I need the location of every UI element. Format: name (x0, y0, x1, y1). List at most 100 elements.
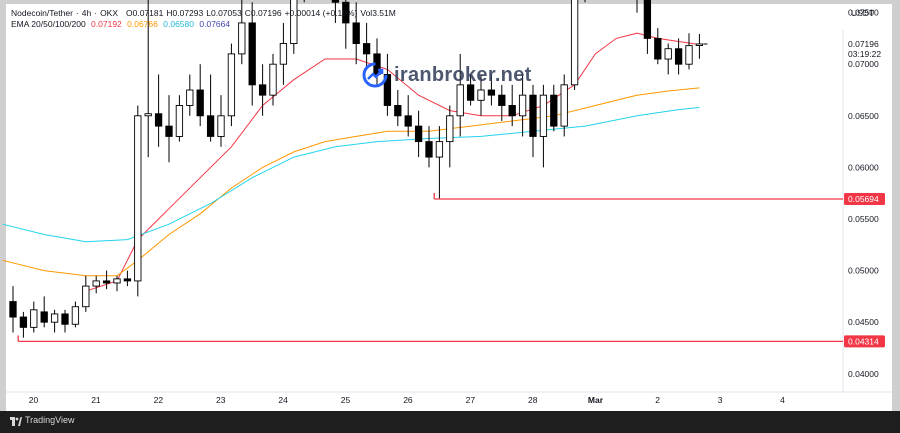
candle-body[interactable] (435, 141, 444, 158)
x-tick-label: 20 (29, 395, 39, 405)
candle-body[interactable] (695, 43, 704, 46)
candle-body[interactable] (165, 125, 173, 137)
candle-body[interactable] (248, 22, 256, 86)
candle-body[interactable] (61, 313, 69, 325)
candle-body[interactable] (518, 94, 527, 117)
candle-body[interactable] (394, 105, 402, 117)
candle-body[interactable] (404, 115, 412, 127)
candle-body[interactable] (92, 280, 100, 287)
candle-body[interactable] (539, 94, 548, 137)
candle-body[interactable] (217, 115, 225, 137)
y-tick-label: 0.05000 (848, 266, 879, 276)
x-tick-label: 25 (341, 395, 351, 405)
high-value: 0.07293 (172, 8, 204, 18)
candle-body[interactable] (508, 105, 516, 117)
candle-body[interactable] (664, 48, 672, 60)
separator: · (75, 8, 79, 18)
volume-value: 3.51M (372, 8, 396, 18)
x-tick-label: 27 (466, 395, 476, 405)
level-price-label: 0.05694 (848, 194, 879, 204)
ema-legend[interactable]: EMA 20/50/100/200 0.07192 0.06766 0.0658… (11, 19, 233, 29)
y-tick-label: 0.05500 (848, 214, 879, 224)
candle-body[interactable] (466, 84, 475, 101)
symbol-legend[interactable]: Nodecoin/Tether · 4h · OKX O0.07181 H0.07293 L0… (11, 8, 399, 18)
low-label: L (206, 8, 211, 18)
candle-body[interactable] (279, 43, 288, 65)
ema-label[interactable]: EMA 20/50/100/200 (11, 19, 86, 29)
x-tick-label: 28 (528, 395, 538, 405)
chart-panel[interactable] (6, 4, 892, 411)
candle-body[interactable] (362, 43, 371, 55)
y-tick-label: 0.06000 (848, 162, 879, 172)
candle-countdown: 03:19:22 (848, 49, 881, 59)
candle-body[interactable] (477, 89, 485, 101)
candle-body[interactable] (414, 125, 423, 143)
currency-label: USDT (851, 8, 875, 18)
candle-body[interactable] (487, 89, 496, 96)
symbol-name[interactable]: Nodecoin/Tether (11, 8, 73, 18)
candle-body[interactable] (446, 115, 454, 143)
candle-body[interactable] (102, 280, 111, 284)
candle-body[interactable] (352, 22, 360, 45)
open-value: 0.07181 (132, 8, 164, 18)
candle-body[interactable] (196, 89, 204, 117)
candle-body[interactable] (550, 94, 558, 127)
candle-body[interactable] (654, 37, 662, 60)
last-price-label: 0.07196 (848, 39, 879, 49)
close-label: C (244, 8, 251, 18)
x-tick-label: Mar (588, 395, 604, 405)
candle-body[interactable] (456, 84, 464, 117)
candle-body[interactable] (175, 105, 184, 137)
candle-body[interactable] (154, 113, 163, 127)
candle-body[interactable] (290, 0, 298, 45)
y-tick-label: 0.04000 (848, 369, 879, 379)
candle-body[interactable] (113, 278, 121, 284)
candle-body[interactable] (685, 45, 693, 65)
candle-body[interactable] (425, 141, 433, 158)
candle-body[interactable] (643, 0, 652, 39)
candle-body[interactable] (206, 115, 215, 137)
x-tick-label: 3 (718, 395, 723, 405)
candle-body[interactable] (134, 115, 142, 282)
candle-body[interactable] (82, 285, 90, 308)
tradingview-brand[interactable]: TradingView (25, 415, 75, 425)
close-value: 0.07196 (250, 8, 282, 18)
ema50-value: 0.06766 (127, 19, 158, 29)
candle-body[interactable] (50, 313, 59, 323)
candle-body[interactable] (30, 309, 38, 328)
ema20-value: 0.07192 (91, 19, 122, 29)
candle-body[interactable] (560, 84, 568, 127)
level-price-tag (844, 335, 885, 348)
candle-body[interactable] (529, 94, 537, 137)
open-label: O (126, 8, 133, 18)
candle-body[interactable] (269, 63, 277, 96)
tradingview-logo-icon[interactable] (10, 416, 22, 427)
ema-line-ema50 (2, 87, 700, 277)
candle-body[interactable] (40, 311, 48, 323)
candle-body[interactable] (123, 278, 132, 282)
candle-body[interactable] (19, 316, 28, 328)
y-tick-label: 0.06500 (848, 111, 879, 121)
candle-body[interactable] (238, 22, 246, 55)
candle-body[interactable] (674, 48, 683, 65)
candle-body[interactable] (186, 89, 194, 106)
candle-body[interactable] (342, 1, 350, 24)
candle-body[interactable] (258, 84, 267, 96)
candle-body[interactable] (570, 0, 579, 86)
interval-label[interactable]: 4h (81, 8, 92, 18)
candle-body[interactable] (9, 301, 17, 318)
candle-body[interactable] (331, 0, 340, 3)
candle-body[interactable] (144, 113, 152, 117)
change-value: +0.00014 (+0.19%) (284, 8, 358, 18)
watermark: iranbroker.net (362, 62, 532, 88)
volume-label: Vol (360, 8, 373, 18)
ema100-value: 0.06580 (163, 19, 194, 29)
candle-body[interactable] (227, 53, 236, 117)
footer-bar: TradingView (0, 411, 900, 433)
candle-body[interactable] (498, 94, 506, 106)
candle-body[interactable] (383, 74, 392, 106)
candle-body[interactable] (71, 306, 80, 325)
x-tick-label: 23 (216, 395, 226, 405)
level-price-label: 0.04314 (848, 336, 879, 346)
